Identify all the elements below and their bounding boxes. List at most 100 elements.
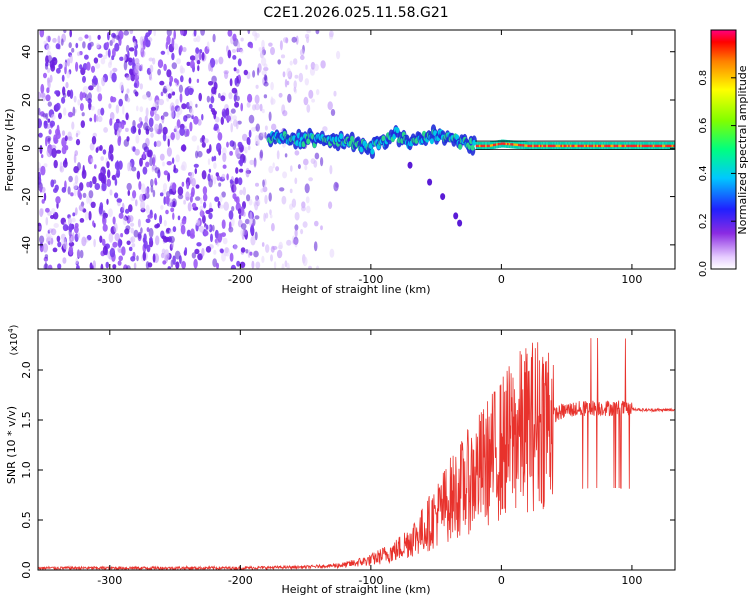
signal-peak — [610, 144, 613, 148]
noise-blob — [183, 199, 187, 205]
noise-blob — [272, 162, 275, 169]
noise-blob — [128, 204, 133, 213]
noise-blob — [178, 84, 183, 94]
noise-blob — [180, 144, 187, 152]
noise-blob — [98, 205, 103, 215]
noise-blob — [144, 115, 148, 124]
noise-blob — [172, 200, 176, 208]
noise-blob — [247, 93, 253, 103]
noise-blob — [195, 103, 198, 108]
signal-peak — [486, 144, 489, 148]
noise-blob — [170, 132, 175, 141]
noise-blob — [270, 254, 273, 262]
noise-blob — [177, 215, 181, 221]
noise-blob — [254, 94, 260, 104]
noise-blob — [95, 147, 99, 153]
noise-blob — [79, 249, 84, 259]
signal-peak — [629, 144, 631, 148]
noise-blob — [232, 55, 237, 60]
noise-blob — [93, 113, 97, 123]
noise-blob — [196, 145, 200, 152]
noise-blob — [46, 35, 52, 42]
noise-blob — [218, 56, 224, 65]
noise-blob — [107, 169, 111, 179]
noise-blob — [249, 251, 253, 256]
noise-blob — [42, 243, 49, 253]
signal-peak — [582, 144, 584, 148]
noise-blob — [131, 166, 137, 172]
noise-blob — [196, 35, 201, 43]
signal-peak — [521, 144, 523, 147]
noise-blob — [186, 229, 191, 237]
noise-blob — [285, 37, 289, 44]
noise-blob — [162, 260, 167, 265]
noise-blob — [88, 190, 94, 199]
noise-blob — [106, 198, 109, 205]
noise-blob — [308, 177, 313, 182]
bottom-y-tick-label: 1.0 — [20, 461, 33, 479]
noise-blob — [75, 138, 81, 146]
noise-blob — [206, 41, 210, 50]
noise-blob — [38, 225, 42, 230]
bottom-x-tick-label: -300 — [97, 574, 122, 587]
noise-blob — [127, 190, 131, 196]
noise-blob — [62, 257, 67, 264]
noise-blob — [197, 150, 203, 158]
noise-blob — [231, 87, 238, 94]
noise-blob — [149, 64, 154, 73]
signal-peak — [648, 144, 650, 148]
noise-blob — [120, 233, 124, 238]
noise-blob — [114, 233, 120, 242]
noise-blob — [69, 89, 74, 99]
noise-blob — [81, 112, 85, 117]
noise-blob — [45, 94, 51, 102]
signal-peak — [482, 144, 484, 148]
noise-blob — [132, 190, 137, 199]
noise-blob — [71, 47, 75, 53]
noise-blob — [139, 83, 143, 90]
noise-blob — [329, 30, 334, 38]
signal-peak — [593, 144, 595, 148]
signal-peak — [549, 144, 551, 148]
noise-blob — [111, 37, 115, 44]
noise-blob — [279, 187, 285, 192]
noise-blob — [121, 202, 125, 212]
noise-blob — [182, 46, 187, 53]
noise-blob — [198, 51, 201, 59]
noise-blob — [239, 261, 246, 268]
noise-blob — [301, 206, 306, 212]
noise-blob — [45, 136, 48, 147]
noise-blob — [149, 237, 153, 242]
noise-blob — [299, 48, 305, 57]
noise-blob — [155, 235, 160, 246]
noise-blob — [56, 67, 61, 74]
noise-blob — [219, 194, 223, 203]
noise-blob — [140, 64, 144, 72]
signal-peak — [591, 144, 594, 148]
noise-blob — [167, 138, 170, 147]
noise-blob — [185, 128, 190, 137]
noise-blob — [153, 30, 156, 37]
noise-blob — [150, 109, 155, 117]
noise-blob — [148, 117, 154, 128]
noise-blob — [235, 147, 239, 157]
noise-blob — [94, 164, 97, 169]
noise-blob — [133, 82, 138, 88]
signal-peak — [666, 144, 669, 148]
signal-peak — [552, 144, 555, 148]
noise-blob — [86, 181, 90, 188]
top-x-tick-label: -300 — [97, 273, 122, 286]
signal-peak — [630, 144, 633, 148]
noise-blob — [84, 211, 89, 221]
noise-blob — [166, 35, 171, 45]
noise-blob — [186, 61, 191, 66]
noise-blob — [52, 247, 58, 253]
signal-peak — [558, 144, 561, 148]
noise-blob — [82, 41, 86, 49]
noise-blob — [170, 110, 175, 119]
noise-blob — [56, 124, 60, 134]
noise-blob — [62, 241, 69, 250]
signal-peak — [583, 144, 586, 148]
top-x-tick-label: -200 — [228, 273, 253, 286]
signal-peak — [516, 143, 519, 147]
